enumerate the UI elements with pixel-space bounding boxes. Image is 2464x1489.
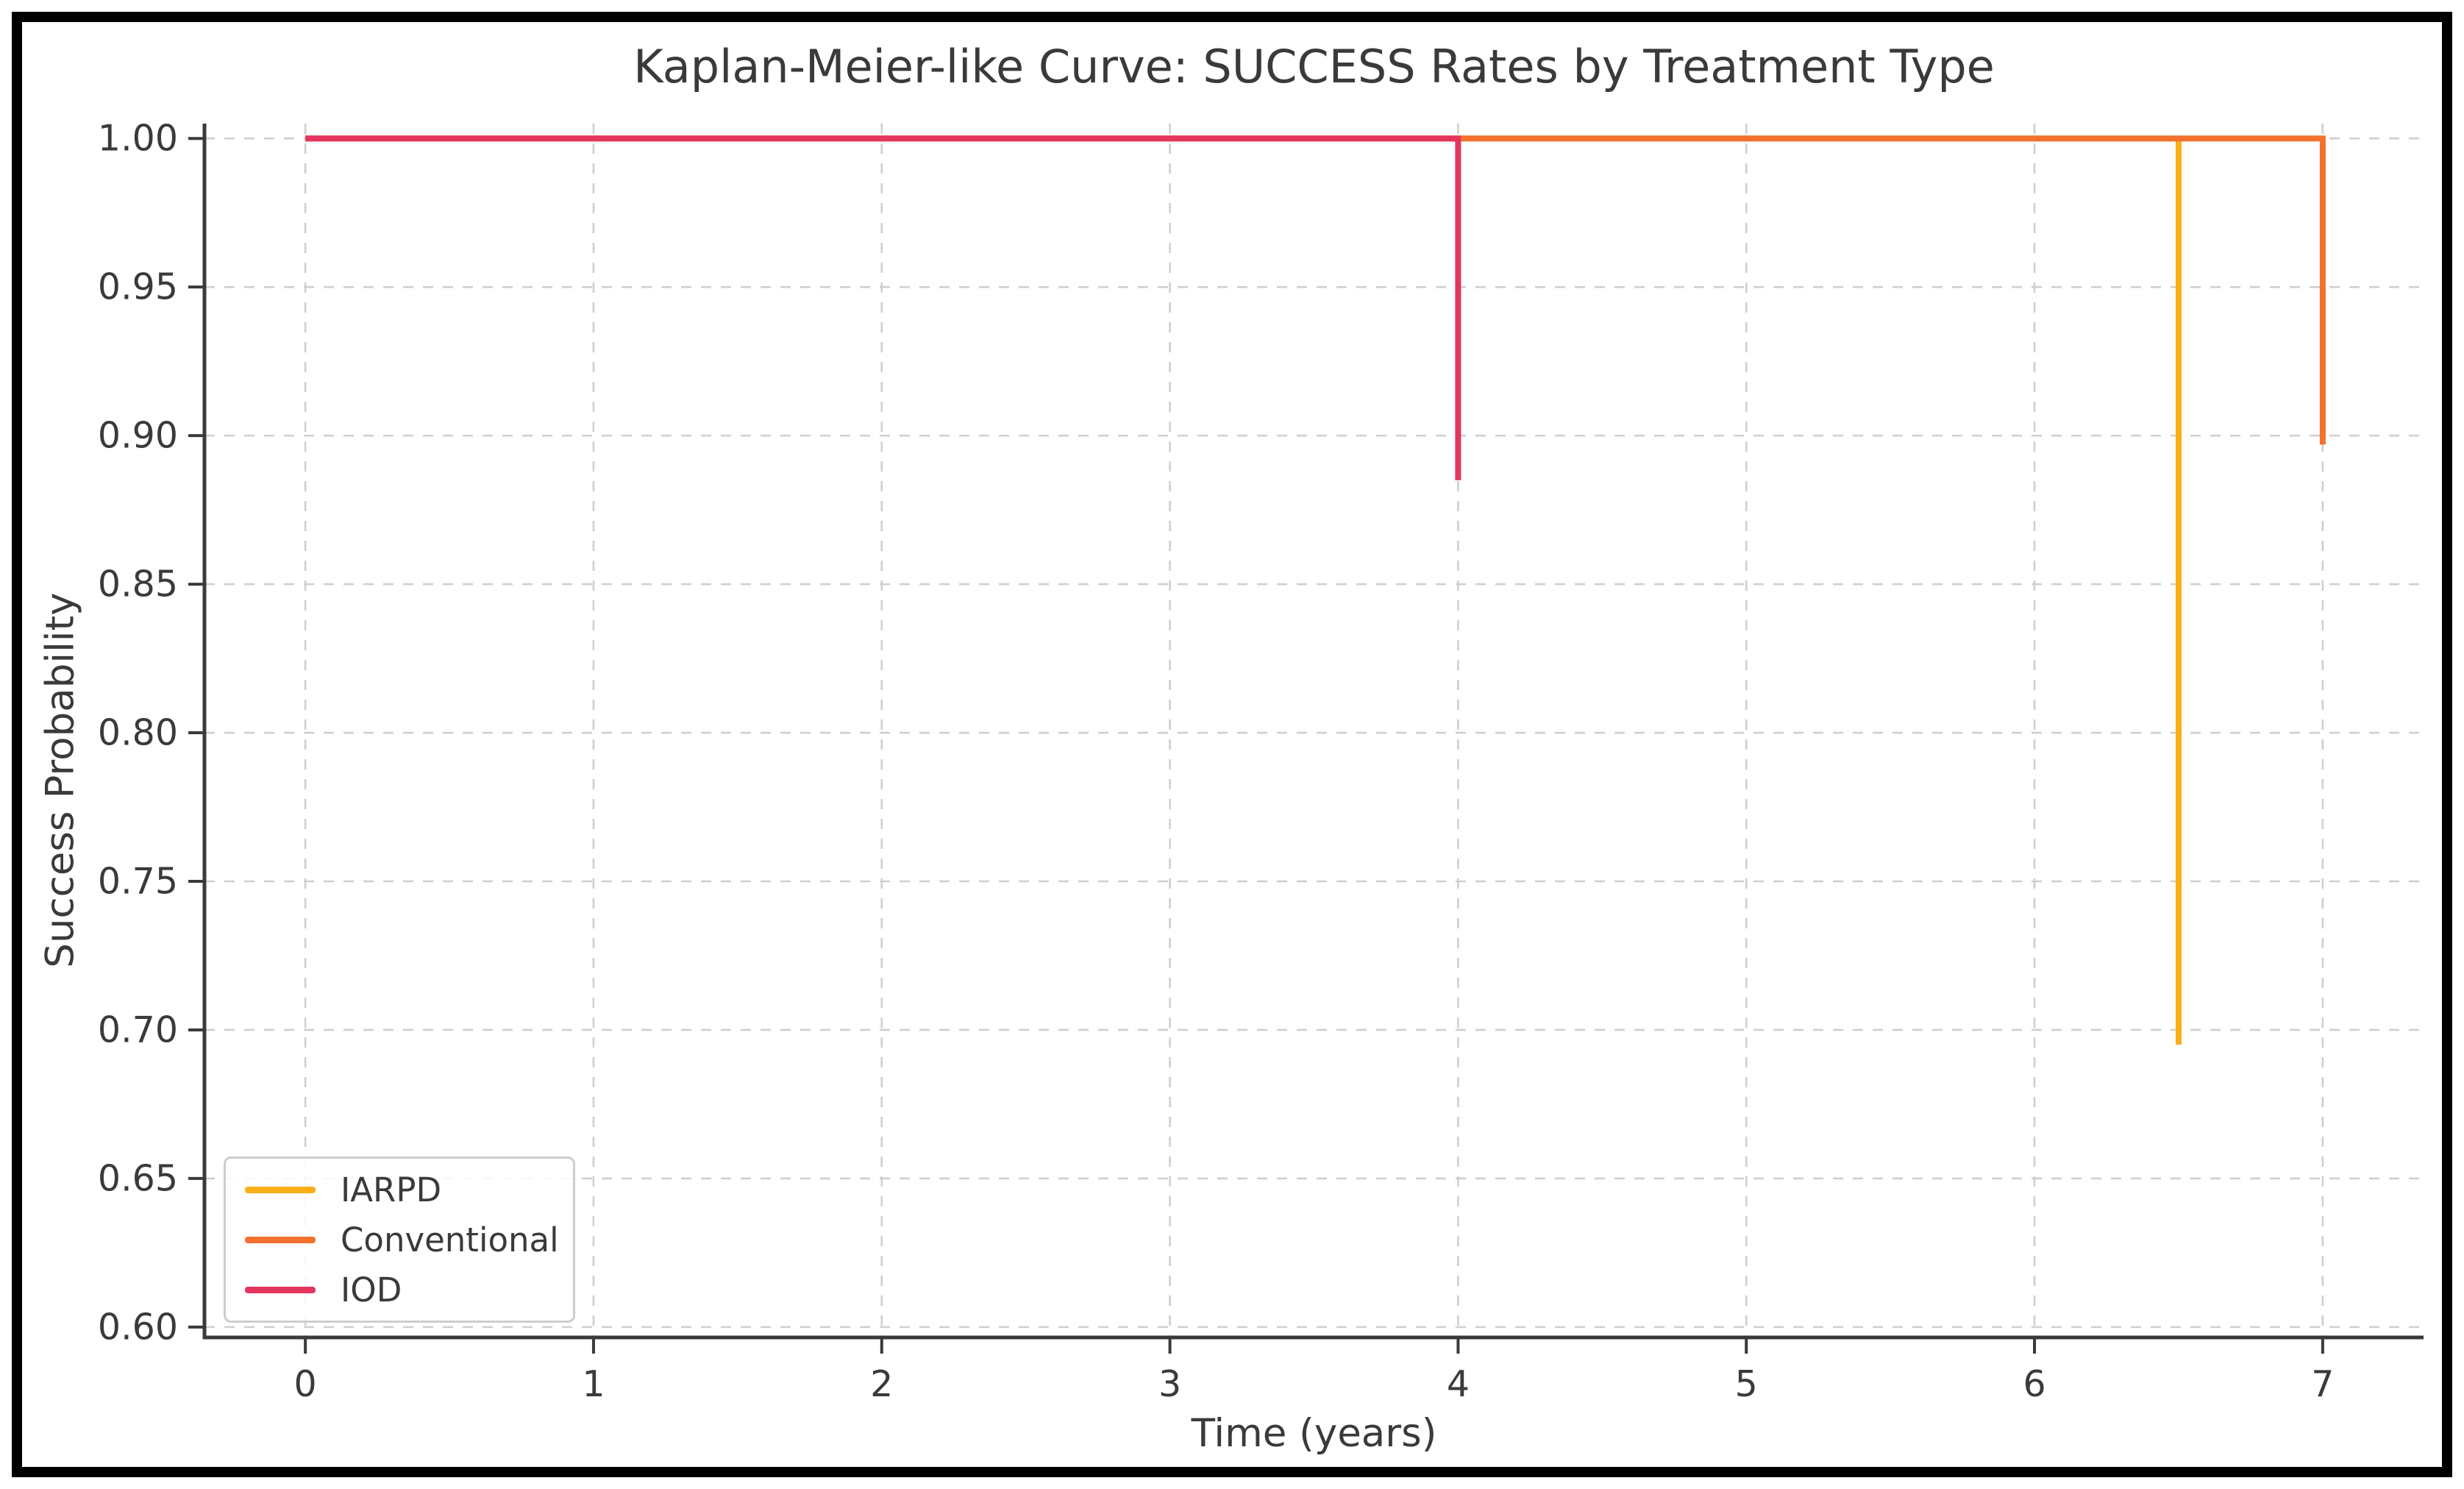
x-tick-label: 2 [870, 1363, 893, 1405]
y-tick-label: 0.65 [98, 1157, 178, 1199]
x-tick-label: 5 [1735, 1363, 1758, 1405]
y-tick-label: 0.75 [98, 860, 178, 902]
chart-title: Kaplan-Meier-like Curve: SUCCESS Rates b… [633, 40, 1995, 93]
series-curve-conventional [305, 135, 2326, 445]
x-tick-label: 1 [582, 1363, 605, 1405]
y-tick-label: 0.90 [98, 415, 178, 457]
y-tick-label: 0.70 [98, 1009, 178, 1051]
legend-label: IARPD [341, 1170, 442, 1209]
legend-swatch-iarpd [245, 1186, 316, 1193]
y-tick-label: 0.85 [98, 564, 178, 605]
series-curve-iod [305, 135, 1461, 480]
x-tick-label: 6 [2023, 1363, 2045, 1405]
y-tick-label: 0.80 [98, 712, 178, 754]
x-axis-label: Time (years) [1191, 1411, 1437, 1456]
y-tick-label: 1.00 [98, 118, 178, 160]
legend: IARPD Conventional IOD [224, 1156, 575, 1323]
x-tick-label: 7 [2311, 1363, 2334, 1405]
y-axis-label: Success Probability [38, 592, 83, 968]
legend-item-iarpd: IARPD [245, 1165, 554, 1215]
legend-swatch-conventional [245, 1236, 316, 1243]
legend-label: Conventional [341, 1220, 559, 1259]
y-tick-label: 0.95 [98, 266, 178, 308]
x-tick-label: 4 [1447, 1363, 1470, 1405]
legend-swatch-iod [245, 1286, 316, 1293]
legend-item-conventional: Conventional [245, 1215, 559, 1265]
x-tick-label: 0 [294, 1363, 317, 1405]
series-curve-iarpd [305, 135, 2182, 1045]
legend-item-iod: IOD [245, 1265, 554, 1315]
legend-label: IOD [341, 1270, 402, 1309]
x-tick-label: 3 [1158, 1363, 1181, 1405]
y-tick-label: 0.60 [98, 1306, 178, 1348]
